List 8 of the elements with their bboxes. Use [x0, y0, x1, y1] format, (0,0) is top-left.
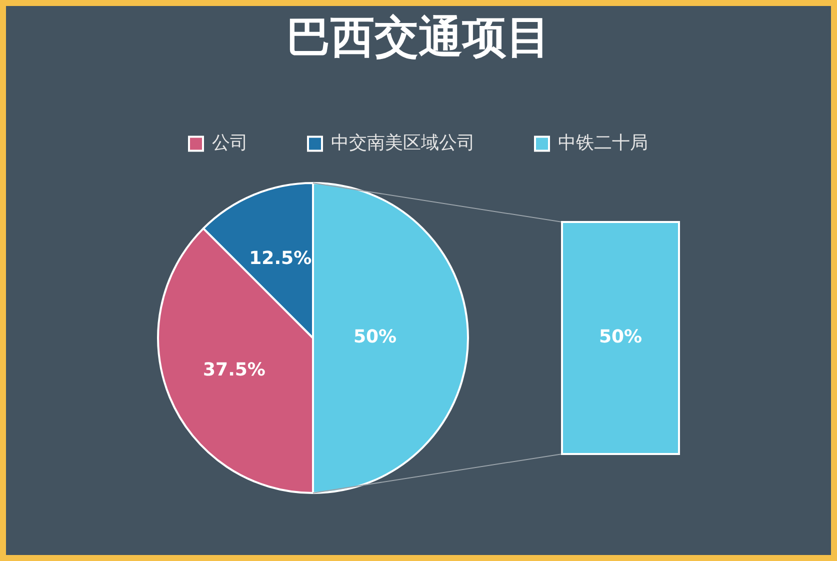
- legend-label: 公司: [212, 132, 248, 154]
- chart-title: 巴西交通项目: [286, 12, 550, 63]
- data-label: 37.5%: [203, 359, 266, 380]
- text: 50%: [598, 326, 642, 348]
- legend-label: 中铁二十局: [558, 132, 648, 154]
- legend-label: 中交南美区域公司: [331, 132, 475, 154]
- data-label: 12.5%: [249, 248, 312, 269]
- data-label: 50%: [353, 326, 397, 348]
